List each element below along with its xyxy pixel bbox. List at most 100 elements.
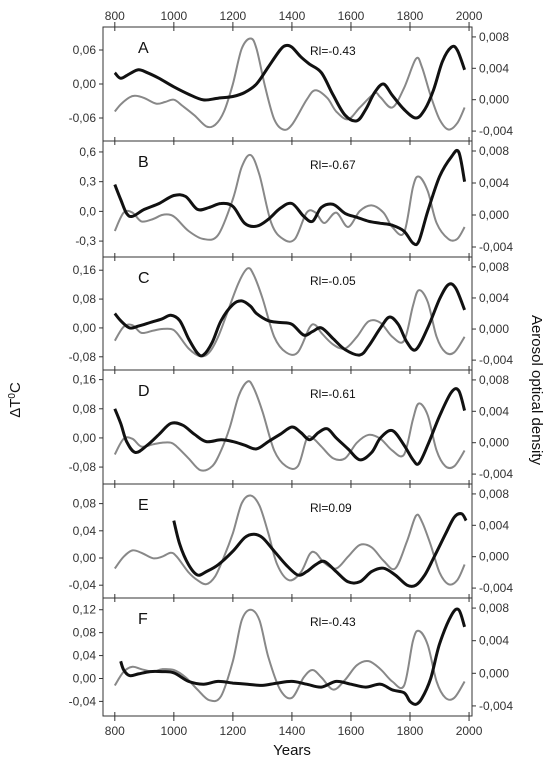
left-y-tick-label: -0,06 [69, 111, 97, 125]
left-y-tick-label: 0,16 [73, 373, 97, 387]
bottom-x-tick-label: 1600 [338, 724, 365, 738]
left-y-tick-label: -0,08 [69, 350, 97, 364]
right-y-tick-label: 0,004 [479, 634, 509, 648]
left-y-tick-label: 0,06 [73, 43, 97, 57]
right-y-tick-label: 0,004 [479, 404, 509, 418]
aerosol-series-line [113, 267, 466, 358]
right-y-tick-label: 0,000 [479, 436, 509, 450]
bottom-x-tick-label: 1400 [279, 724, 306, 738]
right-y-tick-label: -0,004 [479, 353, 513, 367]
top-x-tick-label: 800 [105, 9, 125, 23]
bottom-x-tick-label: 2000 [456, 724, 483, 738]
right-y-tick-label: 0,008 [479, 30, 509, 44]
temperature-series-line [113, 387, 467, 466]
correlation-label: Rl=-0.43 [310, 44, 356, 58]
panel-a: 0,06 0,00 -0,06 0,008 0,004 0,000 -0,004 A Rl=-0… [69, 26, 513, 142]
bottom-x-tick-label: 1200 [220, 724, 247, 738]
right-y-tick-label: 0,008 [479, 601, 509, 615]
temperature-series-line [113, 148, 467, 247]
right-y-tick-label: 0,004 [479, 176, 509, 190]
right-y-tick-label: 0,008 [479, 487, 509, 501]
left-y-tick-label: 0,00 [73, 77, 97, 91]
left-y-tick-label: 0,00 [73, 321, 97, 335]
left-y-tick-label: -0,04 [69, 694, 97, 708]
right-y-tick-label: 0,000 [479, 93, 509, 107]
left-y-axis-title: ΔT0C [7, 382, 25, 418]
left-y-tick-label: 0,08 [73, 402, 97, 416]
right-y-tick-label: 0,000 [479, 322, 509, 336]
right-y-tick-label: -0,004 [479, 240, 513, 254]
right-y-tick-label: 0,004 [479, 61, 509, 75]
right-y-axis-title: Aerosol optical density [528, 315, 545, 466]
top-x-tick-label: 1600 [338, 9, 365, 23]
left-y-tick-label: 0,08 [73, 292, 97, 306]
aerosol-series-line [113, 153, 466, 243]
bottom-x-tick-label: 1000 [160, 724, 187, 738]
top-x-tick-label: 1000 [160, 9, 187, 23]
panel-letter: E [138, 497, 149, 514]
left-y-tick-label: 0,0 [79, 204, 96, 218]
bottom-x-tick-label: 1800 [397, 724, 424, 738]
left-y-tick-label: 0,16 [73, 263, 97, 277]
right-y-tick-label: 0,008 [479, 260, 509, 274]
panel-letter: B [138, 154, 149, 171]
left-y-tick-label: 0,00 [73, 431, 97, 445]
bottom-x-axis: 800 1000 1200 1400 1600 1800 2000 [105, 716, 483, 738]
left-y-axis-title-suffix: C [7, 382, 24, 393]
right-y-tick-label: -0,004 [479, 699, 513, 713]
panel-b: 0,6 0,3 0,0 -0,3 0,008 0,004 0,000 -0,004 B Rl=-0… [75, 140, 513, 258]
correlation-label: Rl=-0.61 [310, 387, 356, 401]
aerosol-series-line [113, 608, 466, 703]
right-y-tick-label: 0,000 [479, 208, 509, 222]
temperature-series-line [113, 282, 466, 358]
left-y-tick-label: 0,00 [73, 551, 97, 565]
temperature-series-line [119, 607, 467, 706]
correlation-label: Rl=-0.43 [310, 615, 356, 629]
left-y-axis-title-superscript: 0 [7, 393, 18, 399]
left-y-tick-label: 0,6 [79, 145, 96, 159]
top-x-axis: 800 1000 1200 1400 1600 1800 2000 [105, 9, 483, 27]
temperature-series-line [172, 512, 468, 588]
right-y-tick-label: 0,008 [479, 373, 509, 387]
panel-e: 0,08 0,04 0,00 -0,04 0,008 0,004 0,000 -0,004 E R… [69, 483, 513, 599]
correlation-label: Rl=-0.67 [310, 158, 356, 172]
left-y-tick-label: 0,08 [73, 497, 97, 511]
left-y-tick-label: 0,12 [73, 603, 97, 617]
panel-letter: A [138, 40, 149, 57]
left-y-tick-label: 0,04 [73, 524, 97, 538]
right-y-tick-label: -0,004 [479, 581, 513, 595]
right-y-tick-label: 0,000 [479, 550, 509, 564]
left-y-tick-label: -0,3 [75, 234, 96, 248]
right-y-tick-label: 0,004 [479, 291, 509, 305]
right-y-tick-label: 0,000 [479, 666, 509, 680]
panel-frame [102, 597, 473, 717]
aerosol-series-line [113, 494, 466, 586]
top-x-tick-label: 1400 [279, 9, 306, 23]
correlation-label: Rl=0.09 [310, 501, 352, 515]
aerosol-series-line [114, 37, 466, 131]
top-x-tick-label: 2000 [456, 9, 483, 23]
x-axis-title: Years [273, 742, 311, 759]
left-y-tick-label: 0,04 [73, 649, 97, 663]
bottom-x-tick-label: 800 [105, 724, 125, 738]
correlation-label: Rl=-0.05 [310, 274, 356, 288]
left-y-tick-label: -0,08 [69, 460, 97, 474]
panels: 0,06 0,00 -0,06 0,008 0,004 0,000 -0,004 A Rl=-0… [69, 26, 513, 717]
temperature-series-line [113, 43, 467, 123]
panel-f: 0,12 0,08 0,04 0,00 -0,04 0,008 0,004 0,000 -0,0… [69, 597, 513, 717]
aerosol-series-line [113, 380, 466, 472]
right-y-tick-label: -0,004 [479, 467, 513, 481]
panel-letter: F [138, 611, 148, 628]
panel-c: 0,16 0,08 0,00 -0,08 0,008 0,004 0,000 -0,004 C R… [69, 256, 513, 371]
panel-letter: C [138, 270, 150, 287]
left-y-tick-label: 0,00 [73, 671, 97, 685]
panel-letter: D [138, 383, 150, 400]
top-x-tick-label: 1800 [397, 9, 424, 23]
left-y-axis-title-prefix: ΔT [7, 399, 24, 418]
right-y-tick-label: 0,008 [479, 144, 509, 158]
left-y-tick-label: 0,08 [73, 626, 97, 640]
right-y-tick-label: 0,004 [479, 518, 509, 532]
left-y-tick-label: -0,04 [69, 578, 97, 592]
